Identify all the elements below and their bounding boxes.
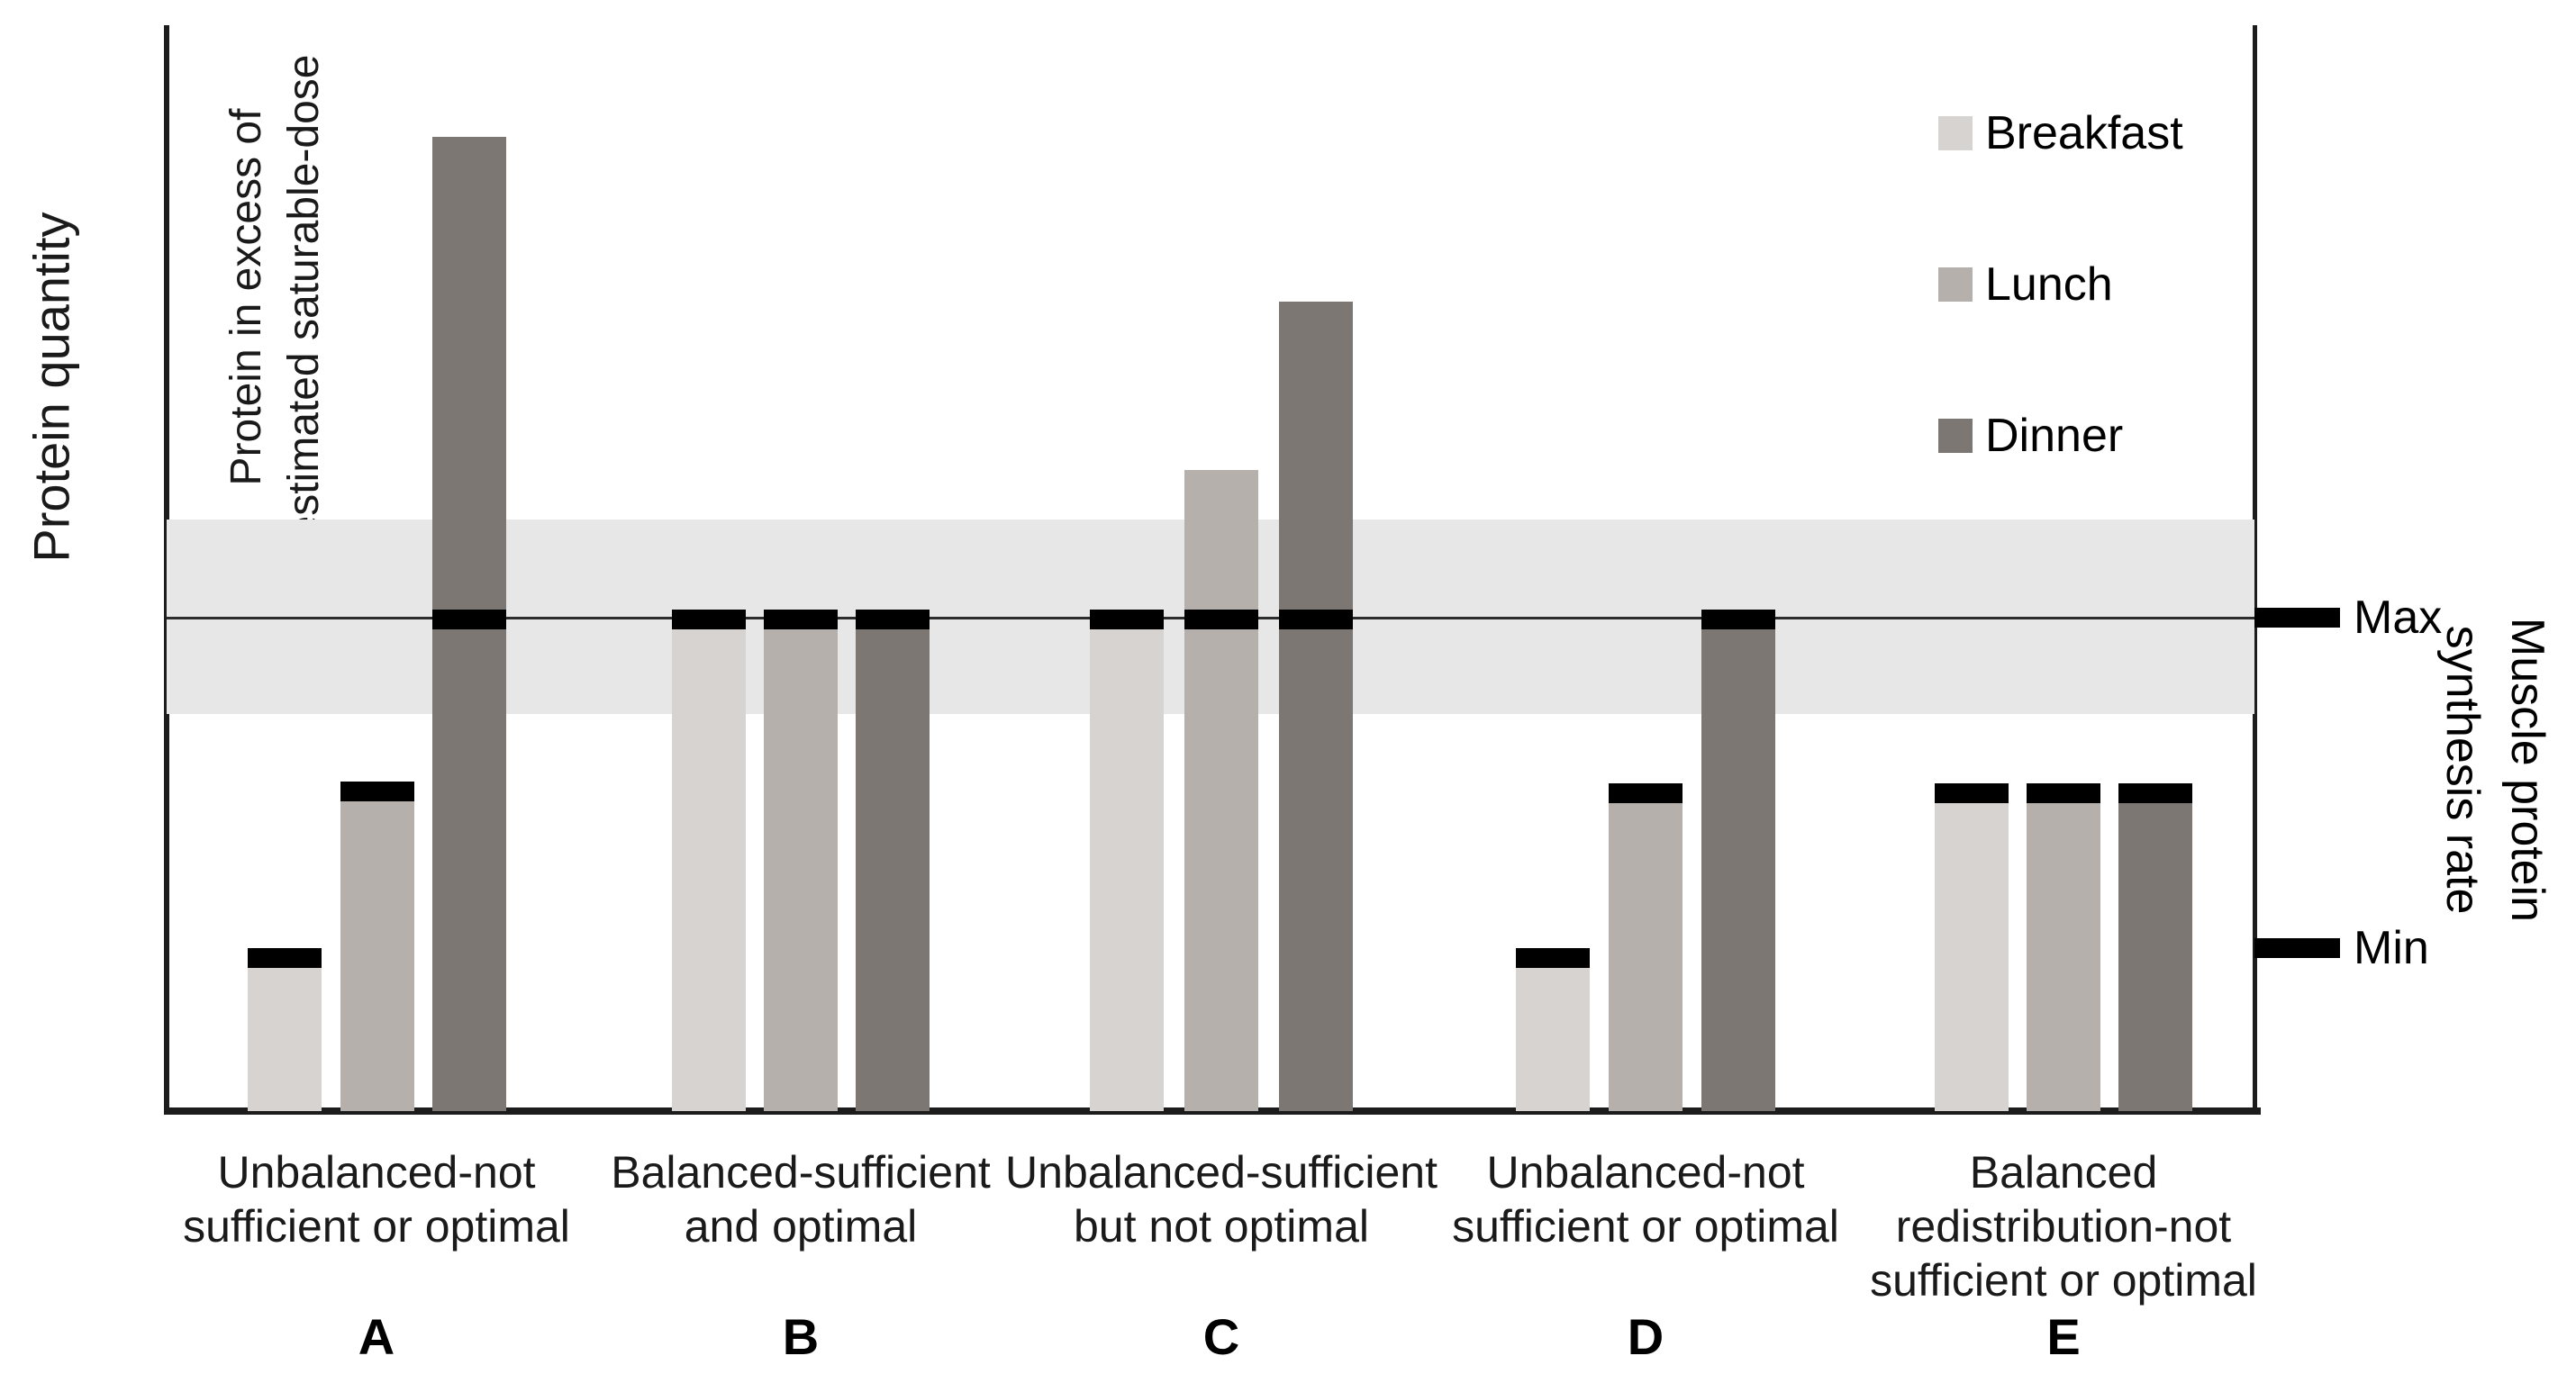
legend-item-breakfast: Breakfast: [1938, 106, 2183, 160]
x-axis-line: [164, 1107, 2261, 1115]
excess-protein-annotation-line1: Protein in excess of: [222, 108, 270, 486]
max-tick-mark: [2254, 608, 2340, 628]
excess-protein-annotation-line2: estimated saturable-dose: [280, 54, 328, 540]
bar-cap-e-lunch: [2027, 783, 2100, 803]
bar-cap-c-dinner: [1279, 610, 1353, 629]
group-label-c-line: but not optimal: [1074, 1201, 1369, 1252]
bar-cap-d-dinner: [1701, 610, 1775, 629]
legend-swatch-breakfast-icon: [1938, 116, 1973, 150]
bar-b-dinner: [856, 629, 930, 1111]
group-label-e: Balanced redistribution-not sufficient or …: [1775, 1145, 2352, 1307]
group-label-a-line: Unbalanced-not: [217, 1147, 536, 1198]
bar-a-lunch: [340, 801, 414, 1111]
right-axis-title: Muscle protein synthesis rate: [2430, 618, 2560, 922]
bar-cap-d-breakfast: [1516, 948, 1590, 968]
group-label-b: Balanced-sufficient and optimal: [512, 1145, 1089, 1253]
legend-swatch-dinner-icon: [1938, 419, 1973, 453]
bar-cap-d-lunch: [1609, 783, 1683, 803]
group-label-c-line: Unbalanced-sufficient: [1005, 1147, 1438, 1198]
bar-cap-a-dinner: [432, 610, 506, 629]
bar-cap-b-dinner: [856, 610, 930, 629]
bar-cap-a-lunch: [340, 782, 414, 801]
bar-cap-a-breakfast: [248, 948, 322, 968]
bar-cap-e-dinner: [2118, 783, 2192, 803]
group-label-c: Unbalanced-sufficient but not optimal: [933, 1145, 1510, 1253]
bar-cap-b-lunch: [764, 610, 838, 629]
group-letter-b: B: [782, 1308, 820, 1365]
legend-label-breakfast: Breakfast: [1985, 107, 2183, 159]
min-tick-label: Min: [2354, 922, 2429, 974]
bar-cap-c-breakfast: [1090, 610, 1164, 629]
legend-item-lunch: Lunch: [1938, 258, 2183, 312]
bar-e-lunch: [2027, 803, 2100, 1111]
group-label-b-line: and optimal: [684, 1201, 918, 1252]
bar-cap-b-breakfast: [672, 610, 746, 629]
group-label-d: Unbalanced-not sufficient or optimal: [1357, 1145, 1934, 1253]
bar-e-dinner: [2118, 803, 2192, 1111]
min-tick-mark: [2254, 938, 2340, 958]
bar-c-lunch: [1184, 470, 1258, 1111]
group-letter-d: D: [1627, 1308, 1664, 1365]
group-label-a: Unbalanced-not sufficient or optimal: [88, 1145, 665, 1253]
bar-a-breakfast: [248, 968, 322, 1111]
legend-item-dinner: Dinner: [1938, 409, 2183, 463]
bar-d-lunch: [1609, 803, 1683, 1111]
legend-label-lunch: Lunch: [1985, 258, 2113, 311]
bar-e-breakfast: [1935, 803, 2009, 1111]
group-letter-a: A: [358, 1308, 395, 1365]
group-letter-e: E: [2046, 1308, 2081, 1365]
group-label-e-line: sufficient or optimal: [1870, 1255, 2257, 1306]
y-axis-title: Protein quantity: [23, 212, 80, 563]
bar-b-breakfast: [672, 629, 746, 1111]
bar-cap-e-breakfast: [1935, 783, 2009, 803]
excess-protein-annotation: Protein in excess of estimated saturable…: [218, 55, 333, 540]
bar-c-dinner: [1279, 302, 1353, 1111]
y-axis-right-line: [2253, 25, 2257, 1115]
right-axis-title-line1: Muscle protein: [2501, 617, 2553, 923]
group-label-e-line: Balanced: [1969, 1147, 2158, 1198]
legend-label-dinner: Dinner: [1985, 410, 2124, 462]
group-label-d-line: sufficient or optimal: [1452, 1201, 1839, 1252]
bar-c-breakfast: [1090, 629, 1164, 1111]
group-label-a-line: sufficient or optimal: [183, 1201, 570, 1252]
legend-swatch-lunch-icon: [1938, 267, 1973, 302]
legend: Breakfast Lunch Dinner: [1938, 106, 2183, 560]
right-axis-title-line2: synthesis rate: [2436, 625, 2489, 915]
bar-d-dinner: [1701, 629, 1775, 1111]
bar-b-lunch: [764, 629, 838, 1111]
group-label-b-line: Balanced-sufficient: [611, 1147, 991, 1198]
group-letter-c: C: [1202, 1308, 1240, 1365]
group-label-e-line: redistribution-not: [1895, 1201, 2232, 1252]
max-tick-label: Max: [2354, 592, 2443, 644]
bar-cap-c-lunch: [1184, 610, 1258, 629]
bar-d-breakfast: [1516, 968, 1590, 1111]
group-label-d-line: Unbalanced-not: [1486, 1147, 1805, 1198]
